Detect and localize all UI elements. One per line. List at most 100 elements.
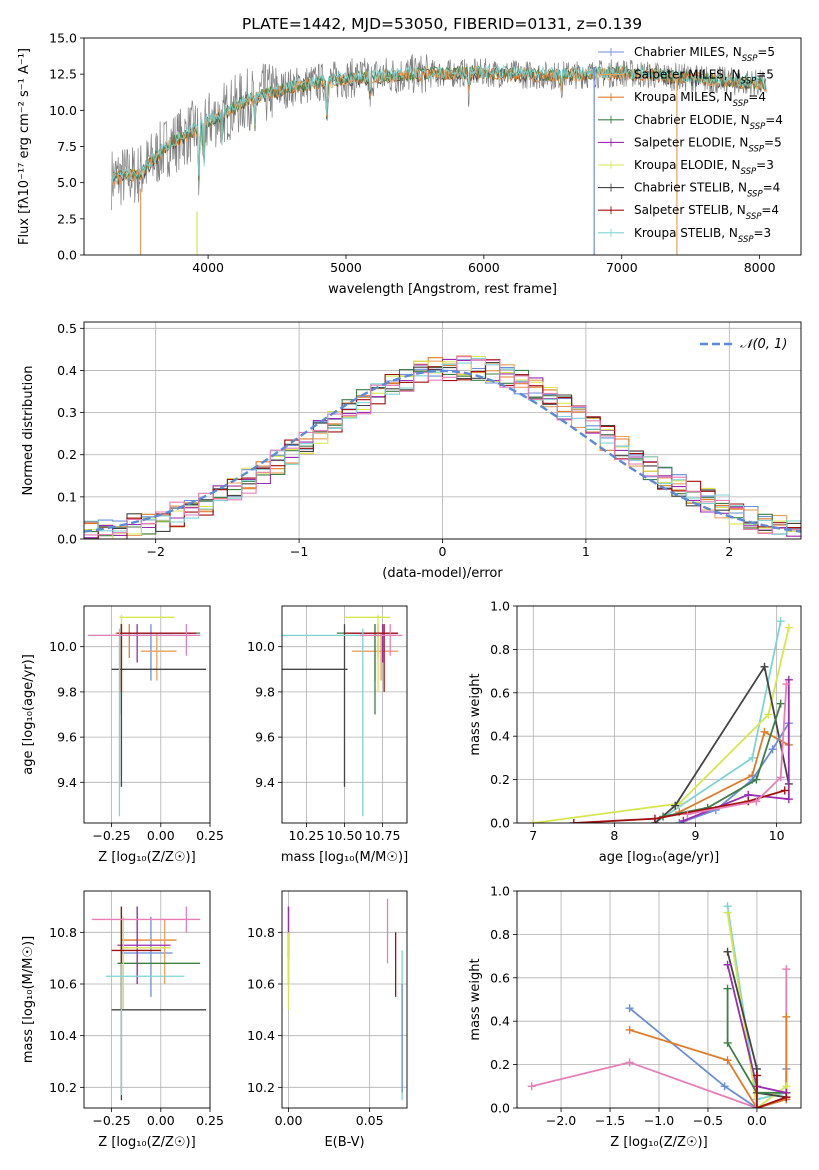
legend-entry-subscript: SSP: [750, 122, 766, 132]
x-tick-label: 7: [529, 828, 537, 843]
y-tick-label: 0.8: [490, 642, 510, 657]
legend-entry-count: =4: [761, 203, 779, 217]
series-marker: [760, 662, 769, 671]
series-marker: [784, 623, 793, 632]
x-tick-label: 9: [692, 828, 700, 843]
legend-entry-subscript: SSP: [748, 144, 764, 154]
series-marker: [675, 819, 684, 823]
x-tick-label: −1: [290, 544, 308, 559]
legend-entry-label: Chabrier MILES, N: [634, 45, 742, 59]
legend-entry-subscript: SSP: [742, 54, 758, 64]
legend-entry-label: Salpeter MILES, N: [634, 68, 741, 82]
y-tick-label: 0.1: [57, 489, 77, 504]
x-tick-label: 0.25: [196, 1113, 224, 1128]
series-marker: [723, 947, 732, 956]
mass-vs-Z-axes: −0.25 0.00 0.25 10.2 10.4 10.6 10.8 Z [log₁₀(Z/…: [21, 891, 224, 1150]
y-tick-label: 1.0: [490, 599, 510, 614]
legend-entry: Salpeter STELIB, NSSP=4: [634, 203, 779, 222]
x-tick-label: −0.25: [92, 828, 130, 843]
series-marker: [768, 745, 777, 754]
data-point: [141, 919, 177, 984]
legend-entry: Kroupa ELODIE, NSSP=3: [634, 158, 774, 177]
series-marker: [723, 908, 732, 917]
data-point: [111, 906, 161, 1010]
x-axis-label: age [log₁₀(age/yr)]: [599, 850, 720, 865]
y-tick-label: 0.0: [490, 1101, 510, 1116]
legend-entry-subscript: SSP: [747, 190, 763, 200]
legend-entry-subscript: SSP: [738, 235, 754, 245]
y-tick-label: 10.2: [247, 1080, 275, 1095]
y-tick-label: 10.4: [49, 1028, 77, 1043]
series-marker: [776, 617, 785, 626]
x-tick-label: 0.05: [356, 1113, 384, 1128]
series-marker: [752, 775, 761, 784]
x-tick-label: 2: [725, 544, 733, 559]
y-axis-label: Flux [fλ10⁻¹⁷ erg cm⁻² s⁻¹ A⁻¹]: [17, 48, 32, 245]
model-spectrum-kroupa-stelib: [111, 64, 767, 184]
data-point: [282, 628, 383, 817]
x-tick-label: 10.50: [327, 828, 363, 843]
data-point: [359, 624, 403, 656]
y-tick-label: 0.8: [490, 927, 510, 942]
x-tick-label: 0.00: [147, 828, 175, 843]
x-tick-label: 0.00: [275, 1113, 303, 1128]
data-point: [117, 906, 171, 984]
series-marker: [752, 797, 761, 806]
y-tick-label: 0.6: [490, 685, 510, 700]
legend-entry-count: =5: [764, 135, 782, 149]
x-tick-label: 8000: [744, 260, 776, 275]
mass-vs-Z-points: [91, 906, 207, 1101]
series-marker: [671, 801, 680, 810]
y-tick-label: 10.6: [247, 977, 275, 992]
y-tick-label: 0.2: [490, 772, 510, 787]
age-vs-mass-frame: [281, 605, 408, 824]
x-axis-label: Z [log₁₀(Z/Z☉)]: [610, 1135, 707, 1150]
x-tick-label: 10: [769, 828, 785, 843]
age-vs-Z-frame: [83, 605, 211, 824]
y-tick-label: 9.8: [57, 684, 77, 699]
series-marker: [776, 699, 785, 708]
data-point: [105, 963, 185, 1096]
observed-spectrum: [111, 54, 767, 211]
x-tick-label: −2.0: [546, 1113, 576, 1128]
data-point: [282, 624, 348, 787]
y-tick-label: 9.8: [255, 684, 275, 699]
legend-entry-count: =4: [748, 90, 766, 104]
series-marker: [752, 1071, 761, 1080]
mass-vs-Z-frame: [83, 890, 211, 1109]
spectrum-data: [111, 54, 767, 255]
series-marker: [625, 1004, 634, 1013]
y-tick-label: 7.5: [57, 139, 77, 154]
series-marker: [625, 1058, 634, 1067]
legend-entry-label: Kroupa STELIB, N: [634, 226, 738, 240]
legend-entry-count: =5: [756, 68, 774, 82]
y-tick-label: 10.2: [49, 1080, 77, 1095]
series-marker: [723, 984, 732, 993]
series-marker: [529, 819, 538, 823]
legend-entry-count: =5: [757, 45, 775, 59]
y-tick-label: 10.4: [247, 1028, 275, 1043]
legend-entry-subscript: SSP: [741, 77, 757, 87]
x-tick-label: 1: [582, 544, 590, 559]
chart-title: PLATE=1442, MJD=53050, FIBERID=0131, z=0…: [242, 15, 642, 33]
series-marker: [625, 1025, 634, 1034]
y-axis-label: age [log₁₀(age/yr)]: [21, 654, 36, 775]
normal-curve: [84, 369, 801, 533]
series-marker: [782, 680, 791, 689]
y-axis-label: mass weight: [468, 673, 483, 755]
x-tick-label: 8: [610, 828, 618, 843]
legend-entry-count: =4: [763, 181, 781, 195]
histogram-data: [84, 355, 801, 539]
legend-entry: Chabrier ELODIE, NSSP=4: [634, 113, 783, 132]
legend-entry: Salpeter ELODIE, NSSP=5: [634, 135, 782, 154]
x-axis-label: Z [log₁₀(Z/Z☉)]: [98, 1135, 195, 1150]
y-axis-label: mass weight: [468, 958, 483, 1040]
x-tick-label: −1.0: [644, 1113, 674, 1128]
legend-entry-count: =3: [756, 158, 774, 172]
model-spectrum-chabrier-elodie: [111, 64, 767, 183]
data-point: [115, 624, 171, 658]
series-marker: [782, 1012, 791, 1021]
y-tick-label: 5.0: [57, 175, 77, 190]
